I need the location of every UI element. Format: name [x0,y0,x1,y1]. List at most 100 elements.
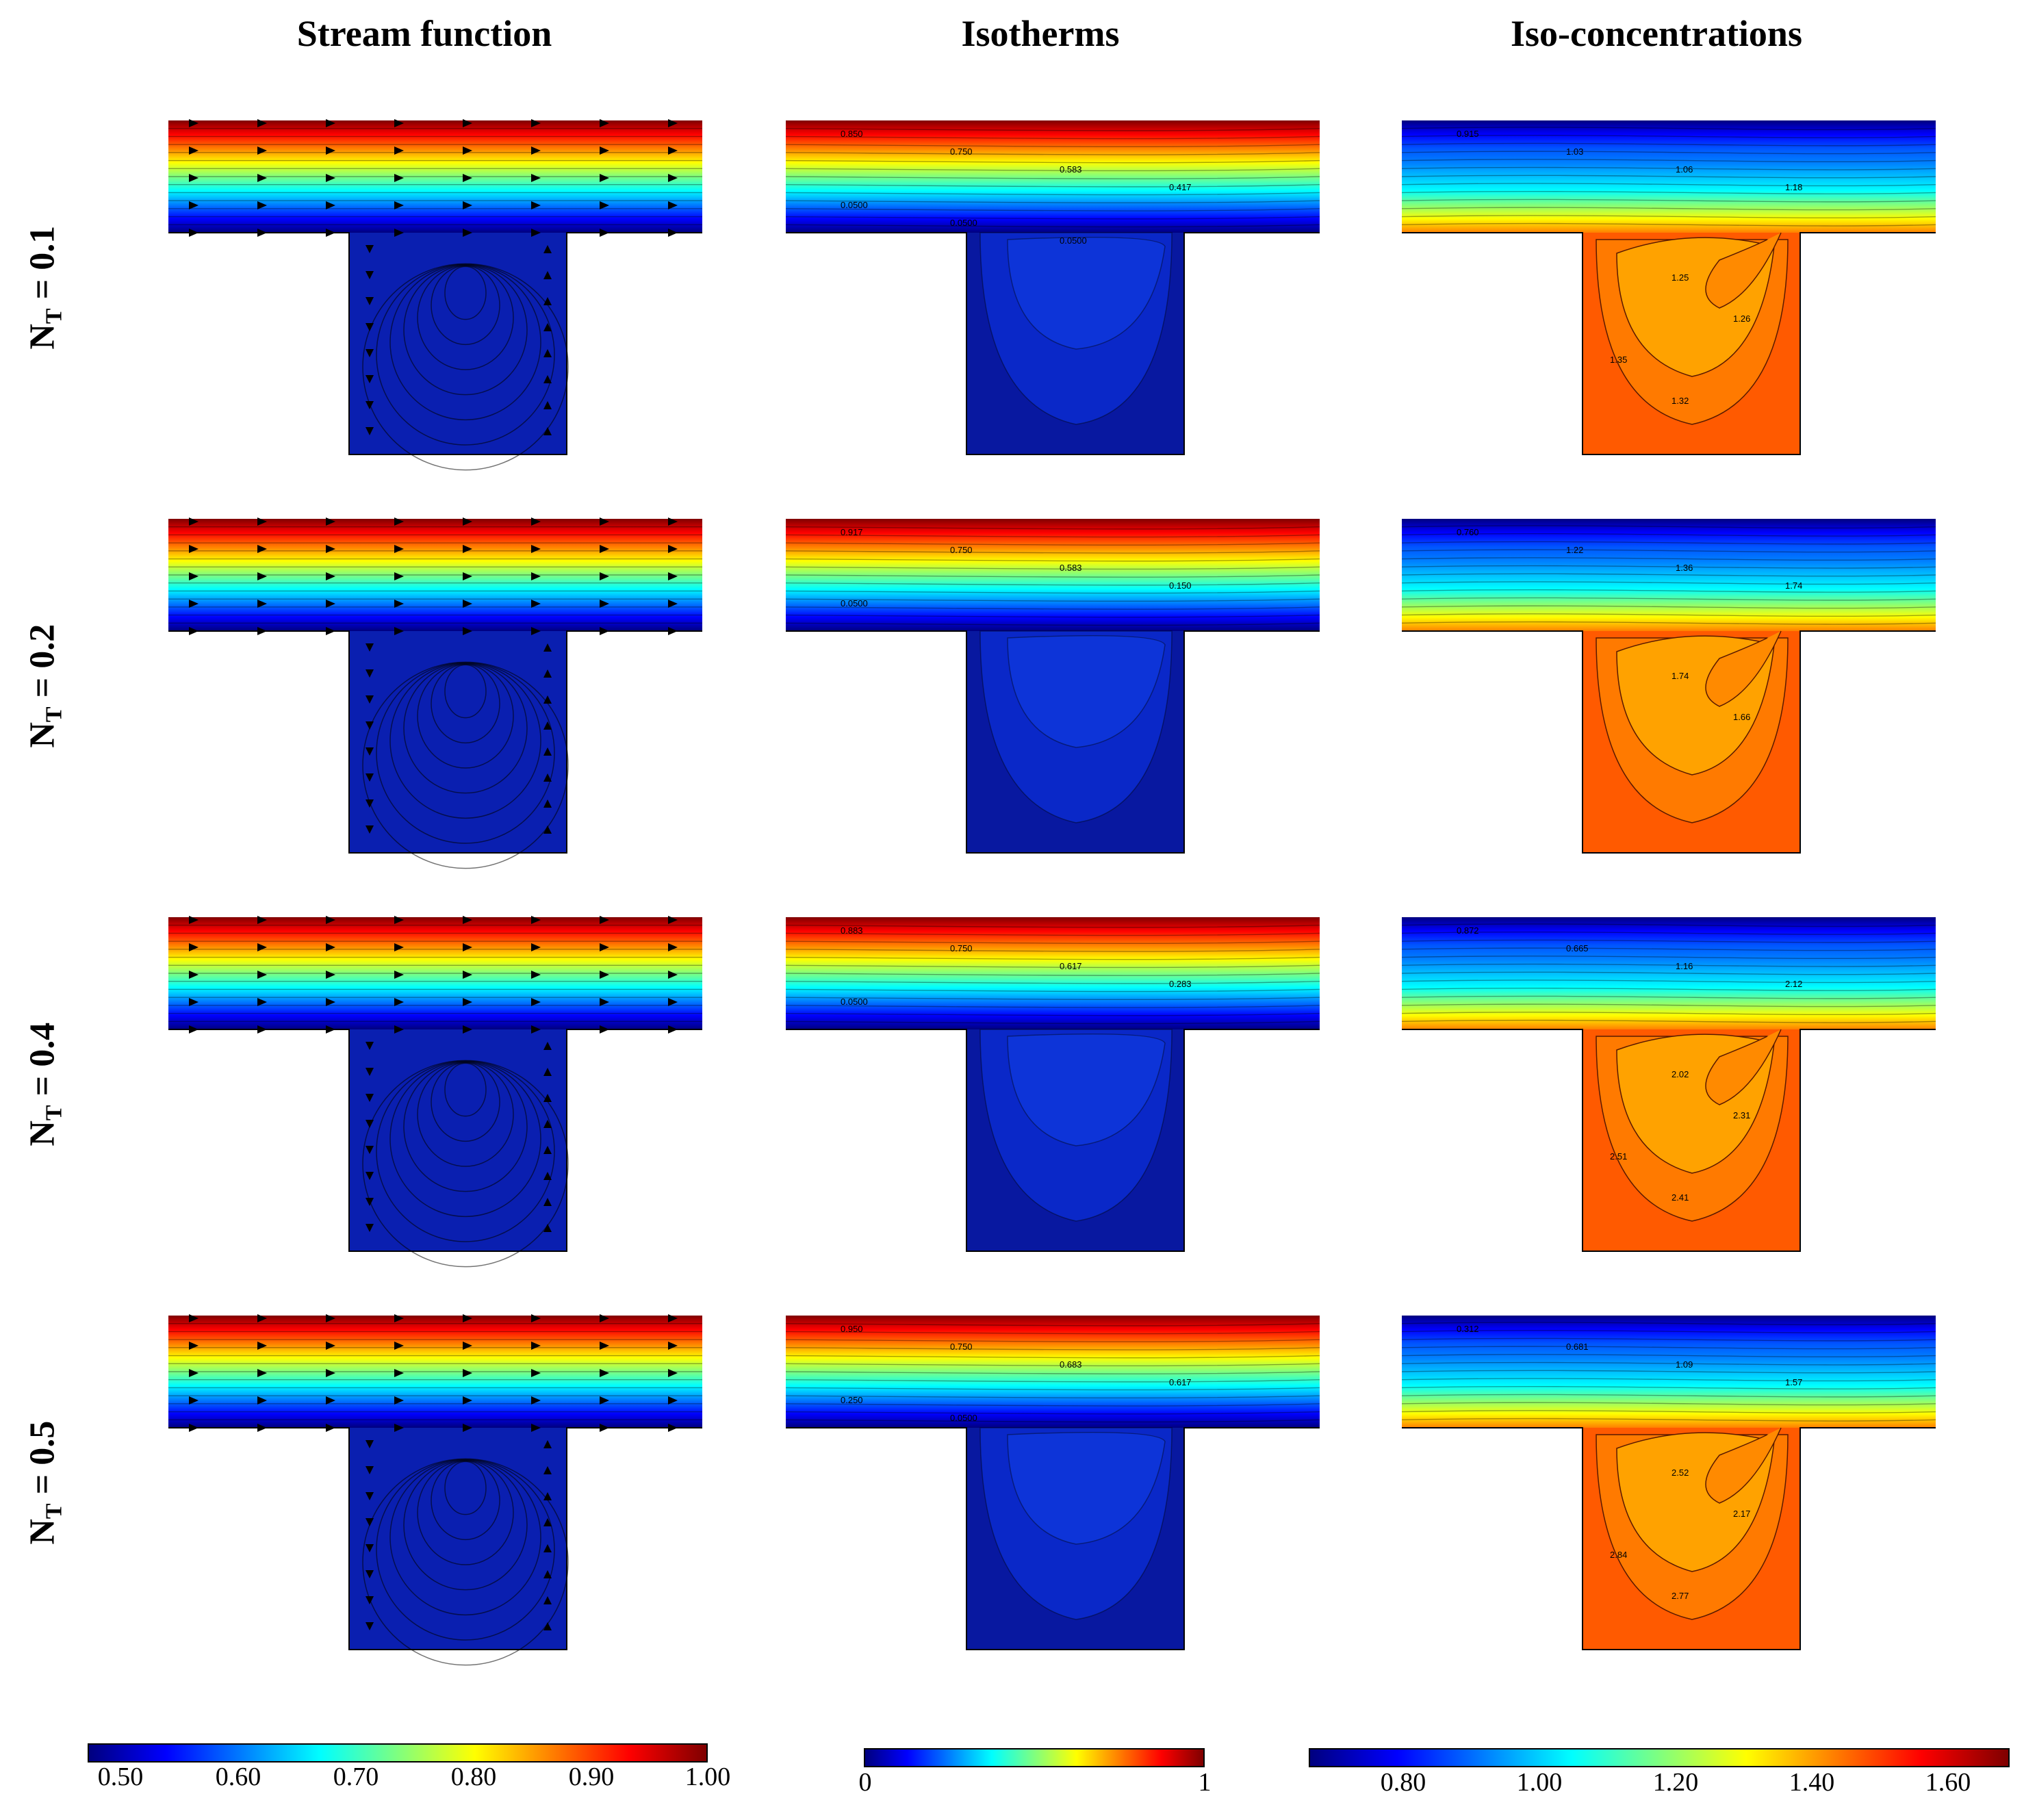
colorbar-3-tick: 1.60 [1925,1768,1971,1797]
contour-line [785,1323,1320,1326]
flow-arrow [600,943,609,951]
stream-function-panel [168,916,703,1268]
contour-line [1401,1385,1936,1389]
contour-label: 2.84 [1610,1550,1627,1560]
flow-arrow [543,747,552,756]
flow-arrow [543,1120,552,1128]
flow-arrow [600,1342,609,1350]
contour-label: 0.0500 [841,200,868,210]
colorbar-3-tick: 1.00 [1516,1768,1563,1797]
contour-line [1401,127,1936,131]
flow-arrow [189,1396,198,1405]
flow-arrow [394,201,404,209]
contour-line [785,176,1320,179]
flow-arrow [543,271,552,279]
contour-label: 0.283 [1169,979,1192,989]
flow-arrow [531,943,541,951]
row-label-3: NT = 0.4 [22,1022,67,1146]
contour-line [1401,134,1936,138]
flow-arrow [366,1466,374,1474]
flow-arrow [543,1622,552,1630]
flow-arrow [600,600,609,608]
contour-label: 0.915 [1457,129,1479,139]
flow-arrow [189,201,198,209]
flow-arrow [531,1424,541,1432]
flow-arrow [543,1068,552,1076]
contour-label: 0.583 [1060,563,1082,573]
flow-arrow [366,1224,374,1232]
flow-arrow [326,971,335,979]
flow-arrow [600,916,609,924]
contour-label: 0.950 [841,1324,863,1334]
channel-region [1402,120,1936,233]
flow-arrow [257,517,267,526]
contour-label: 0.312 [1457,1324,1479,1334]
flow-arrow [189,545,198,553]
flow-arrow [394,600,404,608]
contour-line [785,1005,1320,1008]
channel-region [786,917,1320,1029]
flow-arrow [531,600,541,608]
flow-arrow [543,401,552,409]
flow-arrow [326,1314,335,1322]
contour-line [785,1012,1320,1016]
contour-line [1401,1012,1936,1016]
domain-outline [1402,1029,1936,1252]
contour-line [785,1363,1320,1367]
domain-outline [786,232,1320,455]
flow-arrow [543,825,552,834]
flow-arrow [394,1342,404,1350]
flow-arrow [463,119,472,127]
contour-line [785,973,1320,976]
flow-arrow [600,1314,609,1322]
flow-arrow [394,1314,404,1322]
flow-arrow [668,146,678,155]
contour-label: 1.32 [1671,396,1689,406]
contour-line [1401,1019,1936,1023]
contour-line [1401,605,1936,609]
flow-arrow [189,1314,198,1322]
colorbar-3-tick: 1.40 [1789,1768,1835,1797]
contour-line [785,956,1320,960]
contour-label: 1.25 [1671,272,1689,283]
flow-arrow [668,1396,678,1405]
flow-arrow [463,201,472,209]
flow-arrow [366,271,374,279]
contour-line [785,152,1320,155]
flow-arrow [366,825,374,834]
flow-arrow [326,998,335,1006]
contour-line [785,590,1320,594]
contour-line [785,925,1320,928]
contour-line [1401,995,1936,999]
column-title-isotherms: Isotherms [961,13,1120,54]
contour-label: 1.09 [1676,1359,1693,1370]
flow-arrow [257,146,267,155]
contour-label: 0.617 [1060,961,1082,971]
flow-arrow [463,998,472,1006]
flow-arrow [668,545,678,553]
contour-line [785,1339,1320,1343]
channel-region [1402,1316,1936,1428]
contour-line [1401,1410,1936,1414]
flow-arrow [668,1369,678,1377]
contour-line [1401,956,1936,960]
flow-arrow [394,943,404,951]
flow-arrow [600,998,609,1006]
flow-arrow [463,1342,472,1350]
streamline [362,1060,569,1268]
contour-line [1401,987,1936,991]
contour-label: 0.417 [1169,182,1192,192]
flow-arrow [668,600,678,608]
flow-arrow [257,545,267,553]
contour-line [785,1419,1320,1423]
flow-arrow [600,545,609,553]
flow-arrow [543,1466,552,1474]
flow-arrow [257,916,267,924]
flow-arrow [366,799,374,808]
flow-arrow [366,1518,374,1526]
flow-arrow [394,1369,404,1377]
flow-arrow [257,572,267,580]
flow-arrow [600,572,609,580]
contour-line [785,932,1320,936]
flow-arrow [394,174,404,182]
